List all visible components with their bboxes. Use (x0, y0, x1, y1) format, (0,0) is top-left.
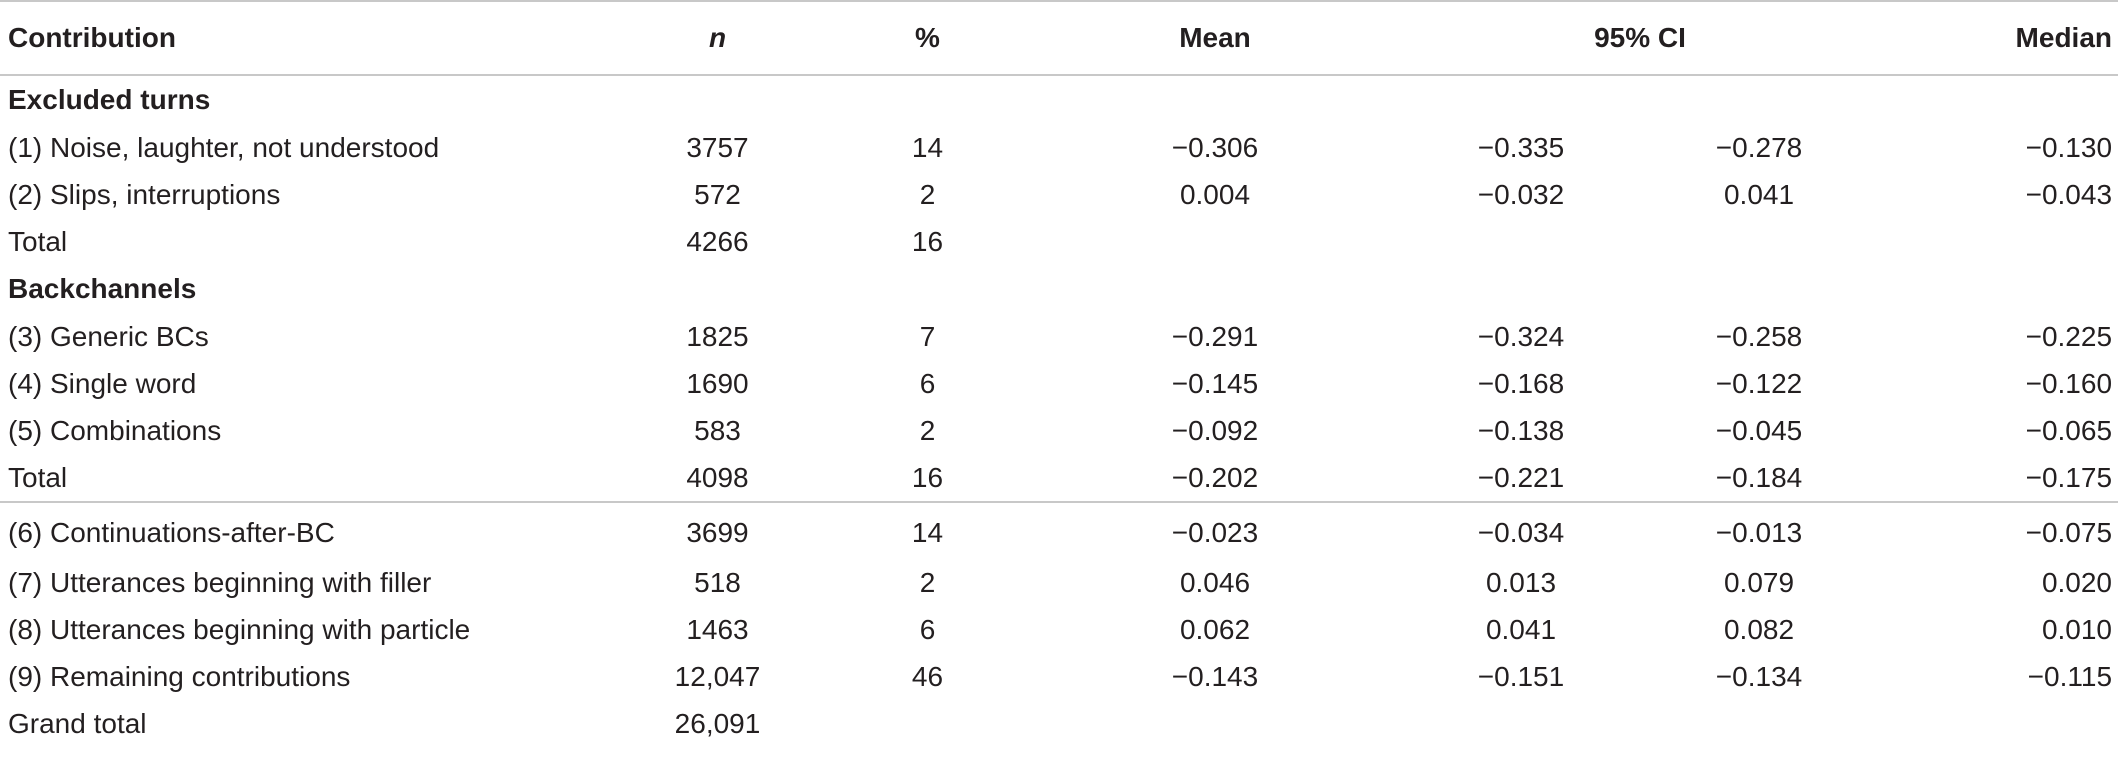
cell-n: 1690 (686, 367, 749, 399)
row-label: (6) Continuations-after-BC (8, 517, 335, 548)
header-percent: % (915, 22, 940, 53)
cell-ci-lower: −0.138 (1477, 414, 1565, 446)
cell-ci-lower: −0.168 (1477, 367, 1565, 399)
cell-n: 3757 (686, 131, 749, 163)
header-mean: Mean (1179, 22, 1251, 53)
cell-n: 1825 (686, 320, 749, 352)
cell-mean: 0.062 (1179, 613, 1251, 645)
cell-ci-lower: 0.013 (1485, 566, 1557, 598)
cell-median: −0.160 (2025, 367, 2113, 399)
cell-ci-upper: −0.045 (1715, 414, 1803, 446)
table-row: (3) Generic BCs 1825 7 −0.291 −0.324 −0.… (0, 313, 2118, 360)
table-row: (6) Continuations-after-BC 3699 14 −0.02… (0, 502, 2118, 559)
cell-median: 0.010 (2041, 613, 2113, 645)
cell-ci-upper: −0.278 (1715, 131, 1803, 163)
row-label: (2) Slips, interruptions (8, 178, 281, 210)
cell-mean: −0.306 (1171, 131, 1259, 163)
cell-ci-lower: −0.335 (1477, 131, 1565, 163)
cell-median: 0.020 (2041, 566, 2113, 598)
cell-median: −0.043 (2025, 178, 2113, 210)
cell-ci-upper: −0.184 (1715, 461, 1803, 493)
cell-ci-upper: 0.041 (1723, 178, 1795, 210)
cell-n: 3699 (686, 517, 749, 548)
table-row: (1) Noise, laughter, not understood 3757… (0, 124, 2118, 171)
cell-ci-lower: −0.221 (1477, 461, 1565, 493)
cell-mean: −0.092 (1171, 414, 1259, 446)
header-median: Median (2015, 22, 2113, 53)
header-n: n (708, 22, 727, 53)
cell-percent: 16 (911, 461, 944, 493)
cell-n: 26,091 (674, 707, 761, 739)
contribution-table: Contribution n % Mean 95% CI Median Excl… (0, 1, 2118, 747)
section-row-excluded: Excluded turns (0, 75, 2118, 124)
cell-ci-lower: −0.151 (1477, 660, 1565, 692)
table-row: (9) Remaining contributions 12,047 46 −0… (0, 653, 2118, 700)
total-row: Total 4098 16 −0.202 −0.221 −0.184 −0.17… (0, 454, 2118, 502)
cell-mean: −0.291 (1171, 320, 1259, 352)
cell-n: 4266 (686, 225, 749, 257)
cell-percent: 46 (911, 660, 944, 692)
cell-n: 572 (694, 178, 741, 210)
cell-median: −0.175 (2025, 461, 2113, 493)
grand-total-row: Grand total 26,091 (0, 700, 2118, 747)
cell-ci-upper: −0.134 (1715, 660, 1803, 692)
cell-ci-lower: −0.034 (1477, 517, 1565, 548)
cell-ci-upper: −0.013 (1715, 517, 1803, 548)
cell-percent: 6 (919, 367, 936, 399)
cell-ci-lower: −0.032 (1477, 178, 1565, 210)
cell-percent: 2 (919, 414, 936, 446)
cell-ci-lower: 0.041 (1485, 613, 1557, 645)
cell-mean: −0.143 (1171, 660, 1259, 692)
cell-median: −0.225 (2025, 320, 2113, 352)
cell-n: 4098 (686, 461, 749, 493)
cell-median: −0.130 (2025, 131, 2113, 163)
cell-ci-upper: −0.258 (1715, 320, 1803, 352)
cell-mean: −0.145 (1171, 367, 1259, 399)
header-95-ci: 95% CI (1594, 22, 1686, 53)
row-label: (5) Combinations (8, 414, 222, 446)
row-label: (3) Generic BCs (8, 320, 209, 352)
row-label: (4) Single word (8, 367, 197, 399)
cell-median: −0.075 (2025, 517, 2113, 548)
cell-ci-upper: 0.079 (1723, 566, 1795, 598)
cell-n: 1463 (686, 613, 749, 645)
row-label: (8) Utterances beginning with particle (8, 613, 471, 645)
cell-mean: 0.046 (1179, 566, 1251, 598)
cell-n: 518 (694, 566, 741, 598)
cell-mean: 0.004 (1179, 178, 1251, 210)
section-row-backchannels: Backchannels (0, 265, 2118, 313)
section-title: Excluded turns (8, 84, 211, 115)
cell-median: −0.115 (2027, 660, 2113, 692)
header-contribution: Contribution (8, 22, 176, 53)
cell-mean: −0.023 (1171, 517, 1259, 548)
row-label: Total (8, 461, 68, 493)
cell-percent: 6 (919, 613, 936, 645)
row-label: Total (8, 225, 68, 257)
row-label: (1) Noise, laughter, not understood (8, 131, 440, 163)
row-label: (7) Utterances beginning with filler (8, 566, 432, 598)
table-row: (4) Single word 1690 6 −0.145 −0.168 −0.… (0, 360, 2118, 407)
cell-n: 583 (694, 414, 741, 446)
total-row: Total 4266 16 (0, 218, 2118, 265)
cell-percent: 2 (919, 566, 936, 598)
table-row: (8) Utterances beginning with particle 1… (0, 606, 2118, 653)
cell-ci-upper: 0.082 (1723, 613, 1795, 645)
cell-percent: 14 (911, 131, 944, 163)
cell-n: 12,047 (674, 660, 761, 692)
table-row: (5) Combinations 583 2 −0.092 −0.138 −0.… (0, 407, 2118, 454)
cell-percent: 7 (919, 320, 936, 352)
cell-mean: −0.202 (1171, 461, 1259, 493)
table-row: (2) Slips, interruptions 572 2 0.004 −0.… (0, 171, 2118, 218)
cell-ci-lower: −0.324 (1477, 320, 1565, 352)
cell-percent: 16 (911, 225, 944, 257)
row-label: (9) Remaining contributions (8, 660, 351, 692)
cell-median: −0.065 (2025, 414, 2113, 446)
row-label: Grand total (8, 707, 147, 739)
header-row: Contribution n % Mean 95% CI Median (0, 1, 2118, 75)
table-row: (7) Utterances beginning with filler 518… (0, 559, 2118, 606)
cell-percent: 14 (911, 517, 944, 548)
cell-ci-upper: −0.122 (1715, 367, 1803, 399)
cell-percent: 2 (919, 178, 936, 210)
section-title: Backchannels (8, 273, 197, 304)
